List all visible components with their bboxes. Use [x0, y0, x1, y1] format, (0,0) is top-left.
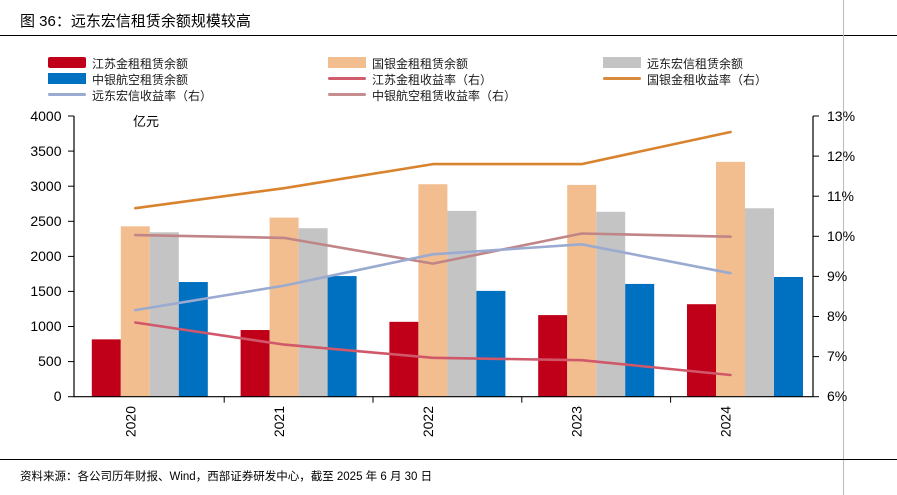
svg-text:2023: 2023 — [569, 406, 585, 437]
svg-text:2022: 2022 — [420, 406, 436, 437]
svg-text:2024: 2024 — [718, 406, 734, 437]
svg-text:2020: 2020 — [122, 406, 138, 437]
svg-text:2021: 2021 — [271, 406, 287, 437]
